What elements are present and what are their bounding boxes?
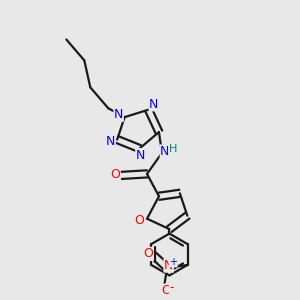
Text: -: - bbox=[169, 281, 174, 294]
Text: N: N bbox=[114, 108, 123, 121]
Text: O: O bbox=[161, 284, 171, 297]
Text: N: N bbox=[106, 134, 115, 148]
Text: N: N bbox=[160, 145, 170, 158]
Text: +: + bbox=[169, 257, 177, 267]
Text: H: H bbox=[169, 143, 177, 154]
Text: O: O bbox=[143, 248, 153, 260]
Text: O: O bbox=[110, 168, 120, 181]
Text: N: N bbox=[164, 259, 173, 272]
Text: N: N bbox=[136, 148, 145, 162]
Text: O: O bbox=[135, 214, 145, 227]
Text: N: N bbox=[149, 98, 159, 111]
